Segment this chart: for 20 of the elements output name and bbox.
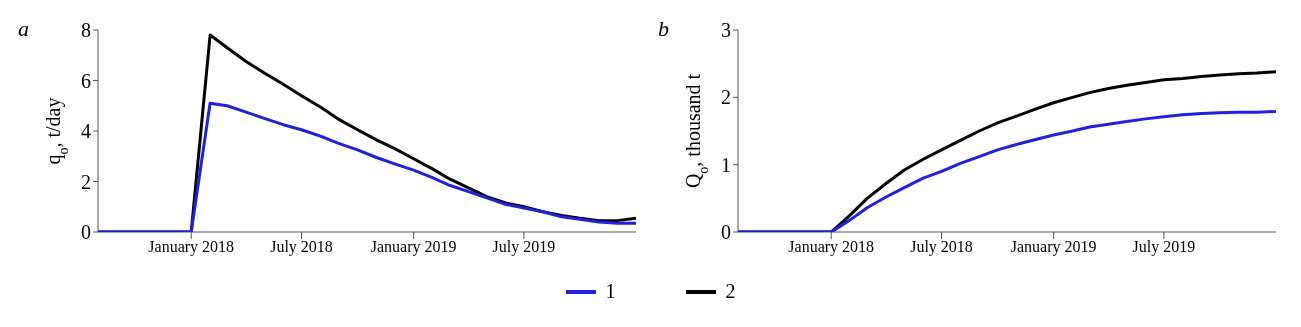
y-tick-label: 2 [81,170,91,193]
y-tick-label: 3 [721,19,731,42]
x-tick-label: July 2019 [492,238,556,257]
x-tick-label: July 2018 [910,238,973,257]
x-tick-label: January 2018 [148,238,235,257]
x-tick-label: January 2019 [1010,238,1097,257]
y-tick-label: 1 [721,153,731,176]
x-tick-label: January 2019 [370,238,457,257]
chart-title: b [658,16,669,42]
chart-title: a [18,16,29,42]
x-tick-label: July 2019 [1132,238,1196,257]
y-tick-label: 2 [721,86,731,109]
x-tick-label: July 2018 [270,238,333,257]
y-tick-label: 6 [81,69,91,92]
legend-label: 1 [605,280,616,303]
y-tick-label: 4 [81,120,91,143]
y-tick-label: 0 [81,221,91,244]
y-tick-label: 0 [721,221,731,244]
x-tick-label: January 2018 [788,238,875,257]
y-tick-label: 8 [81,19,91,42]
